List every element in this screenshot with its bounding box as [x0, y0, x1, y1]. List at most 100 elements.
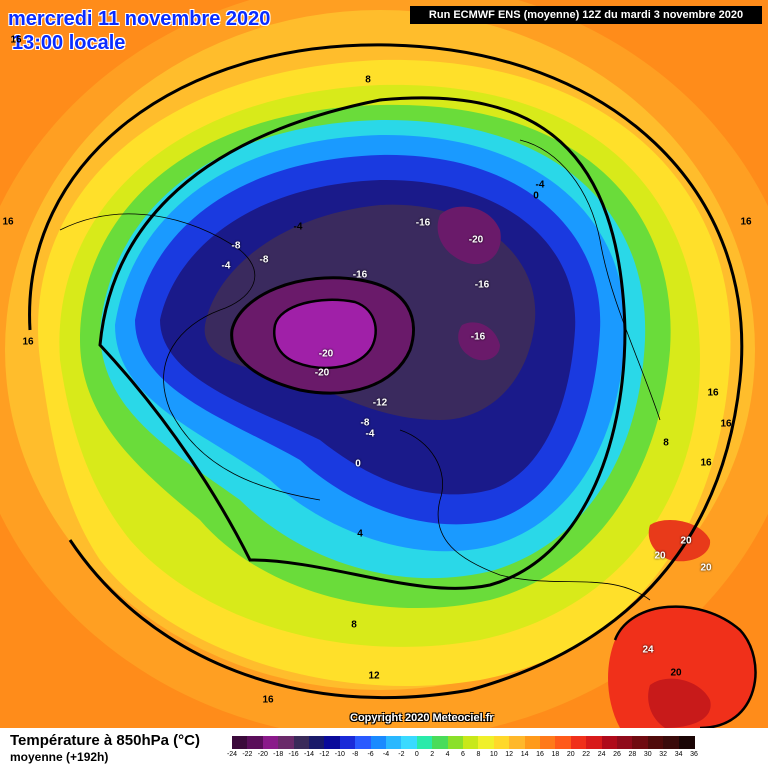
cold-core-east: [458, 322, 500, 361]
legend-swatch: [386, 736, 402, 749]
legend-tick: 2: [430, 751, 435, 758]
legend-swatch: [617, 736, 633, 749]
legend-swatch: [632, 736, 649, 749]
legend-tick: -22: [242, 751, 253, 758]
contour-label: 16: [707, 387, 719, 399]
legend-tick: 28: [628, 751, 637, 758]
contour-label: -20: [318, 348, 334, 360]
contour-label: 4: [357, 528, 363, 540]
legend-swatch: [278, 736, 295, 749]
legend-tick: 8: [476, 751, 481, 758]
contour-label: 16: [262, 694, 274, 706]
contour-label: -20: [468, 234, 484, 246]
contour-label: -8: [259, 254, 269, 266]
legend-swatch: [416, 736, 433, 749]
legend-tick: 22: [582, 751, 591, 758]
contour-label: 24: [642, 644, 654, 656]
legend-swatch: [540, 736, 556, 749]
contour-label: 16: [700, 457, 712, 469]
legend-tick: 10: [489, 751, 498, 758]
contour-label: 12: [368, 670, 380, 682]
legend-swatch: [647, 736, 664, 749]
legend-tick: -20: [257, 751, 268, 758]
contour-label: -4: [221, 260, 231, 272]
legend-swatch: [555, 736, 572, 749]
legend-swatch: [309, 736, 325, 749]
legend-swatch: [463, 736, 479, 749]
legend-tick: 18: [551, 751, 560, 758]
legend-tick: -8: [352, 751, 359, 758]
contour-label: -12: [372, 397, 388, 409]
legend-tick: -12: [319, 751, 330, 758]
contour-label: 0: [355, 458, 361, 470]
legend-swatch: [247, 736, 264, 749]
legend-tick: 6: [461, 751, 465, 758]
legend-swatch: [478, 736, 495, 749]
coastline-america: [59, 213, 321, 501]
contour-label: -4: [535, 179, 545, 191]
legend-swatch: [262, 736, 279, 749]
contour-label: 8: [663, 437, 669, 449]
contour-label: -4: [293, 221, 303, 233]
contour-label: 20: [680, 535, 692, 547]
legend-swatch: [678, 736, 695, 749]
legend-tick: 16: [536, 751, 544, 758]
forecast-date: mercredi 11 novembre 2020: [8, 8, 271, 30]
legend-swatch: [432, 736, 449, 749]
contour-label: -4: [365, 428, 375, 440]
legend-tick: 0: [414, 751, 419, 758]
contour-minus16: [230, 276, 415, 395]
contour-label: 8: [365, 74, 371, 86]
legend-tick: 24: [597, 751, 606, 758]
legend-tick: 34: [674, 751, 683, 758]
legend-tick: 30: [643, 751, 652, 758]
legend-tick: 4: [445, 751, 450, 758]
legend-swatch: [232, 736, 248, 749]
legend-tick: 32: [659, 751, 668, 758]
contour-label: 20: [700, 562, 712, 574]
legend-swatch: [524, 736, 541, 749]
cold-core-siberia: [437, 206, 501, 265]
legend-title: Température à 850hPa (°C): [10, 732, 200, 749]
contour-label: 16: [2, 216, 14, 228]
forecast-time: 13:00 locale: [12, 32, 126, 54]
legend-tick: 14: [520, 751, 529, 758]
contour-24: [613, 605, 757, 728]
legend-swatch: [570, 736, 587, 749]
band-minus20: [274, 299, 376, 368]
contour-label: 20: [670, 667, 682, 679]
contour-label: -16: [474, 279, 490, 291]
legend-tick: 26: [613, 751, 621, 758]
contour-minus20: [273, 298, 377, 370]
legend-swatch: [339, 736, 356, 749]
contour-label: -16: [415, 217, 431, 229]
contour-label: -8: [360, 417, 370, 429]
legend-swatch: [370, 736, 387, 749]
legend-swatch: [601, 736, 618, 749]
legend-swatch: [324, 736, 341, 749]
contour-label: 16: [22, 336, 34, 348]
contour-label: -20: [314, 367, 330, 379]
legend-tick: 36: [690, 751, 698, 758]
contour-0: [98, 96, 627, 590]
legend-swatch: [663, 736, 680, 749]
legend-tick: -6: [367, 751, 374, 758]
legend-swatch: [401, 736, 418, 749]
contour-label: 16: [10, 34, 22, 46]
legend-footer: Température à 850hPa (°C) moyenne (+192h…: [0, 728, 768, 768]
legend-tick: -14: [303, 751, 315, 758]
temperature-map: mercredi 11 novembre 2020 13:00 locale R…: [0, 0, 768, 728]
contour-label: -16: [470, 331, 486, 343]
legend-tick: -4: [382, 751, 390, 758]
copyright: Copyright 2020 Meteociel.fr: [350, 712, 494, 724]
legend-tick: -16: [288, 751, 299, 758]
contour-label: -8: [231, 240, 241, 252]
legend-tick: -10: [334, 751, 345, 758]
warm-core-24: [608, 606, 756, 728]
legend-tick: 20: [566, 751, 575, 758]
warm-core-28: [648, 678, 711, 728]
legend-swatch: [293, 736, 310, 749]
legend-tick: 12: [505, 751, 514, 758]
contour-label: 0: [533, 190, 539, 202]
contour-label: 20: [654, 550, 666, 562]
